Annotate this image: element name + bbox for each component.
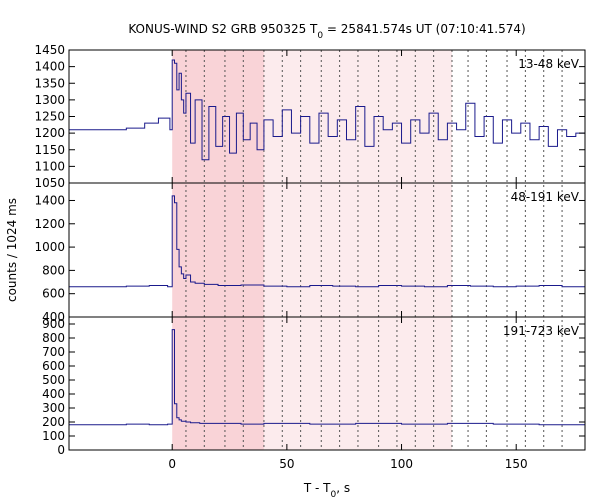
energy-band-label-1: 48-191 keV (511, 190, 580, 204)
x-tick-label-1: 50 (279, 457, 294, 471)
y-tick-label-1-4: 1200 (34, 217, 65, 231)
series-line-1 (69, 195, 586, 288)
light-curves (69, 59, 586, 426)
x-tick-label-0: 0 (168, 457, 176, 471)
y-tick-label-2-0: 0 (57, 443, 65, 457)
y-tick-label-1-3: 1000 (34, 240, 65, 254)
y-tick-label-1-2: 800 (42, 263, 65, 277)
series-line-2 (69, 329, 586, 426)
y-tick-label-2-6: 600 (42, 359, 65, 373)
series-line-0 (69, 59, 586, 161)
chart-title: KONUS-WIND S2 GRB 950325 T0 = 25841.574s… (128, 22, 525, 41)
x-axis-label-suffix: , s (336, 481, 350, 495)
y-tick-label-0-2: 1150 (34, 143, 65, 157)
y-tick-label-0-1: 1100 (34, 159, 65, 173)
y-tick-label-2-7: 700 (42, 345, 65, 359)
chart-title-subscript: 0 (317, 31, 323, 41)
y-tick-label-2-2: 200 (42, 415, 65, 429)
y-tick-label-2-1: 100 (42, 429, 65, 443)
axis-ticks (69, 49, 585, 451)
y-axis-label: counts / 1024 ms (5, 198, 19, 302)
y-tick-label-1-0: 400 (42, 310, 65, 324)
y-tick-label-0-4: 1250 (34, 110, 65, 124)
y-tick-label-1-5: 1400 (34, 193, 65, 207)
y-tick-label-2-5: 500 (42, 373, 65, 387)
x-tick-label-3: 150 (505, 457, 528, 471)
y-tick-label-0-5: 1300 (34, 93, 65, 107)
shaded-intervals (172, 50, 452, 450)
y-tick-label-2-8: 800 (42, 331, 65, 345)
y-tick-label-0-8: 1450 (34, 43, 65, 57)
chart-title-suffix: = 25841.574s UT (07:10:41.574) (323, 22, 526, 36)
x-axis-label: T - T0, s (303, 481, 350, 500)
y-tick-label-0-6: 1350 (34, 76, 65, 90)
y-tick-label-0-7: 1400 (34, 60, 65, 74)
chart-texts: 1050 1100 1150 1200 1250 1300 1350 1400 1450 13-4… (5, 22, 580, 500)
y-tick-label-2-4: 400 (42, 387, 65, 401)
x-axis-label-prefix: T - T (303, 481, 331, 495)
y-tick-label-0-3: 1200 (34, 126, 65, 140)
y-tick-label-0-0: 1050 (34, 176, 65, 190)
y-tick-label-2-3: 300 (42, 401, 65, 415)
energy-band-label-0: 13-48 keV (518, 57, 580, 71)
panel-frame-2 (68, 316, 586, 451)
energy-band-label-2: 191-723 keV (503, 324, 580, 338)
chart-title-prefix: KONUS-WIND S2 GRB 950325 T (128, 22, 318, 36)
y-tick-label-1-1: 600 (42, 287, 65, 301)
y-tick-label-2-9: 900 (42, 317, 65, 331)
x-axis-label-subscript: 0 (331, 490, 337, 500)
shaded-interval-0 (172, 50, 264, 450)
x-tick-label-2: 100 (390, 457, 413, 471)
